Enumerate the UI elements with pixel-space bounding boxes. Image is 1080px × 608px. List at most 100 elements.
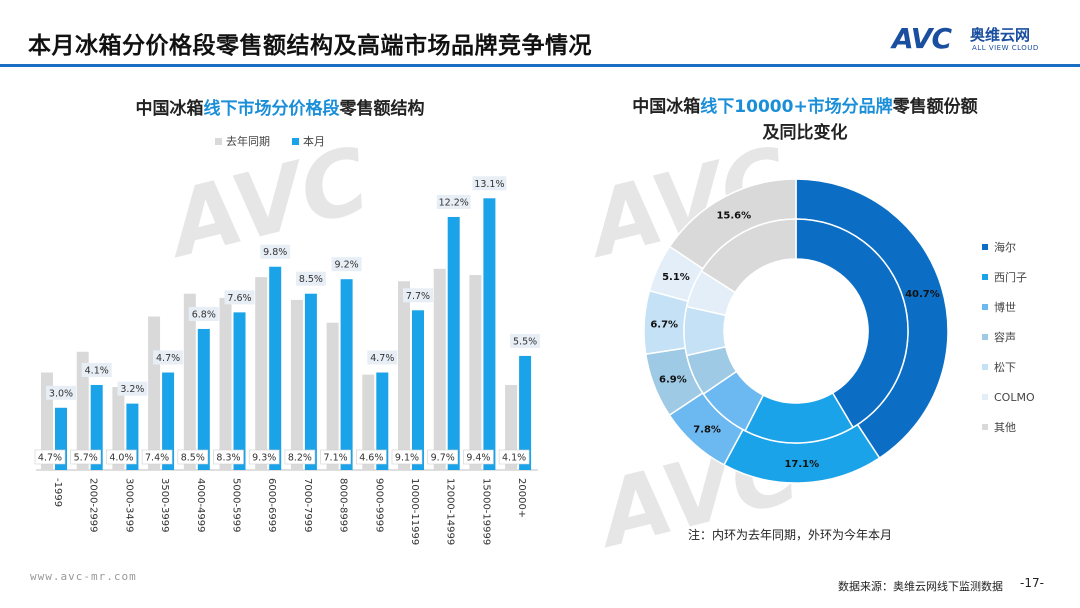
data-label-last-year: 5.7% (70, 449, 101, 465)
bar-last-year (148, 316, 161, 470)
svg-text:7.4%: 7.4% (145, 453, 169, 464)
avc-logo: AVC 奥维云网 ALL VIEW CLOUD (892, 22, 1062, 56)
legend-swatch (982, 334, 988, 340)
right-chart-title-pre: 中国冰箱 (632, 97, 701, 117)
right-chart-title: 中国冰箱线下10000+市场分品牌零售额份额 及同比变化 (590, 94, 1020, 146)
legend-item-last-year: 去年同期 (215, 133, 270, 149)
legend-item-this-month: 本月 (292, 133, 325, 149)
data-label-last-year: 4.6% (355, 449, 387, 465)
svg-text:8.2%: 8.2% (288, 453, 312, 464)
legend-swatch (982, 364, 988, 370)
bar-this-month (90, 384, 103, 470)
legend-swatch (982, 394, 988, 400)
svg-text:9.8%: 9.8% (263, 247, 287, 258)
svg-text:4.1%: 4.1% (85, 365, 109, 376)
legend-item: 松下 (982, 352, 1035, 382)
bar-this-month (412, 310, 424, 470)
svg-text:4.7%: 4.7% (38, 453, 62, 464)
svg-text:4.1%: 4.1% (502, 453, 526, 464)
slice-label: 5.1% (662, 272, 690, 283)
data-label-this-month: 4.7% (153, 350, 184, 365)
x-tick-label: -1999 (52, 478, 63, 507)
svg-text:8.5%: 8.5% (181, 453, 205, 464)
left-chart-title-pre: 中国冰箱 (135, 99, 204, 119)
legend-label: 容声 (994, 331, 1016, 344)
svg-text:8.3%: 8.3% (216, 453, 240, 464)
data-label-last-year: 9.7% (427, 449, 459, 465)
x-tick-label: 9000-9999 (373, 478, 384, 533)
svg-text:4.7%: 4.7% (156, 353, 180, 364)
logo-cn: 奥维云网 (970, 26, 1031, 44)
brand-share-donut-chart: 40.7% 17.1% 7.8% 6.9% 6.7% 5.1% 15.6% (643, 178, 949, 484)
svg-text:4.0%: 4.0% (109, 453, 133, 464)
left-chart-title-post: 零售额结构 (339, 99, 425, 119)
svg-text:7.1%: 7.1% (324, 453, 348, 464)
right-chart-title-post: 零售额份额 (892, 97, 978, 117)
bar-last-year (326, 322, 339, 470)
legend-label: 本月 (303, 135, 325, 148)
data-label-last-year: 4.0% (106, 449, 137, 465)
data-label-last-year: 8.3% (213, 449, 244, 465)
x-tick-label: 3000-3499 (123, 478, 134, 533)
inner-ring-slice (700, 218, 797, 294)
bar-this-month (162, 372, 175, 470)
svg-text:9.3%: 9.3% (252, 453, 276, 464)
legend-swatch (215, 137, 222, 145)
bar-this-month (519, 355, 532, 470)
legend-item: 西门子 (982, 262, 1035, 292)
data-label-last-year: 9.3% (248, 449, 280, 465)
bar-last-year (290, 299, 303, 470)
svg-text:8.5%: 8.5% (299, 274, 323, 285)
bar-last-year (433, 268, 446, 470)
legend-item: 其他 (982, 412, 1035, 442)
legend-label: COLMO (994, 390, 1035, 404)
bar-last-year (469, 275, 482, 470)
legend-label: 其他 (994, 421, 1016, 434)
data-label-this-month: 12.2% (436, 194, 471, 209)
bar-this-month (304, 293, 317, 470)
data-label-this-month: 7.6% (224, 290, 255, 305)
data-label-last-year: 8.5% (177, 449, 209, 465)
svg-text:4.7%: 4.7% (370, 353, 394, 364)
bar-this-month (447, 216, 460, 470)
slice-label: 40.7% (905, 289, 940, 300)
legend-label: 去年同期 (226, 135, 270, 148)
right-chart-title-line2: 及同比变化 (762, 123, 848, 143)
left-chart-title: 中国冰箱线下市场分价格段零售额结构 (100, 94, 460, 119)
data-label-this-month: 3.0% (46, 385, 76, 400)
left-chart-legend: 去年同期 本月 (215, 133, 325, 149)
data-label-last-year: 7.4% (141, 449, 173, 465)
svg-text:3.0%: 3.0% (49, 388, 73, 399)
slice-label: 6.9% (659, 375, 687, 386)
logo-mark: AVC (892, 22, 952, 55)
data-source: 数据来源：奥维云网线下监测数据 (838, 580, 1003, 593)
bar-this-month (340, 279, 353, 470)
svg-text:7.7%: 7.7% (406, 291, 430, 302)
bar-this-month (269, 266, 282, 470)
legend-item: 容声 (982, 322, 1035, 352)
data-label-last-year: 9.1% (391, 449, 423, 465)
data-label-this-month: 4.1% (81, 362, 112, 377)
bar-last-year (505, 384, 518, 470)
svg-text:9.4%: 9.4% (466, 453, 490, 464)
bar-this-month (376, 372, 389, 470)
legend-label: 博世 (994, 301, 1016, 314)
legend-item: 博世 (982, 292, 1035, 322)
x-tick-label: 3500-3999 (159, 478, 170, 533)
x-tick-label: 8000-8999 (338, 478, 349, 533)
svg-text:5.5%: 5.5% (513, 336, 537, 347)
bar-last-year (76, 351, 89, 470)
svg-text:12.2%: 12.2% (439, 197, 469, 208)
bar-this-month (483, 198, 496, 470)
svg-text:13.1%: 13.1% (474, 179, 504, 190)
data-label-this-month: 9.2% (331, 257, 362, 272)
data-label-this-month: 7.7% (403, 288, 433, 303)
x-tick-label: 6000-6999 (266, 478, 277, 533)
svg-text:3.2%: 3.2% (120, 384, 144, 395)
data-label-last-year: 8.2% (284, 449, 316, 465)
data-label-last-year: 7.1% (320, 449, 351, 465)
legend-swatch (982, 304, 988, 310)
footer-url[interactable]: www.avc-mr.com (30, 570, 137, 583)
svg-text:9.7%: 9.7% (431, 453, 455, 464)
bar-last-year (255, 277, 268, 470)
